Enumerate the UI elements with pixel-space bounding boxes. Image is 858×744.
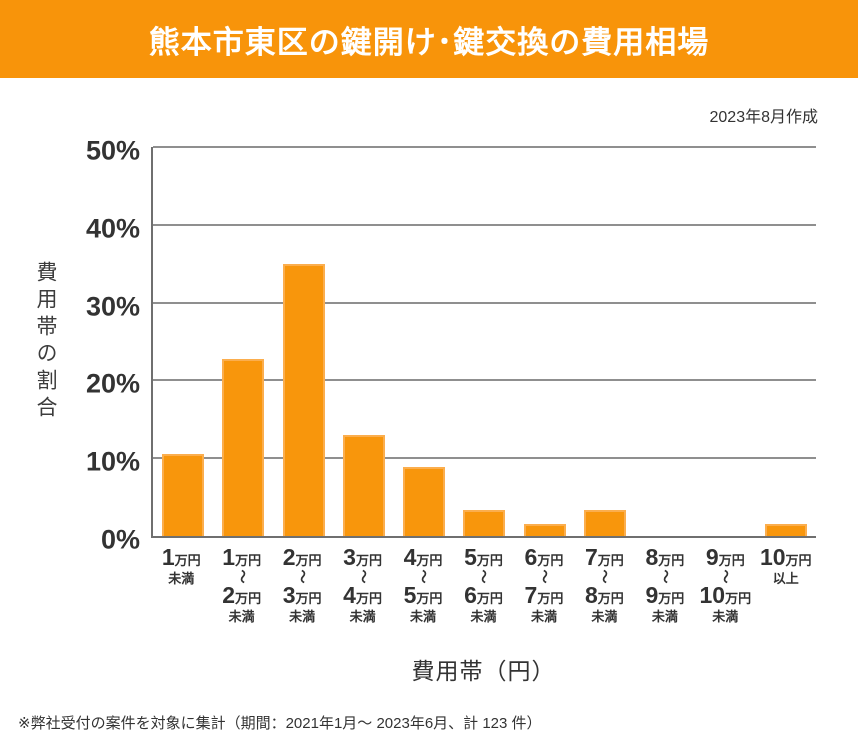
gridline-50 (153, 146, 816, 148)
bar-slot (334, 147, 394, 536)
y-tick-0: 0% (100, 524, 140, 555)
bar-slot (394, 147, 454, 536)
x-label-6-7man: 6万円 〜 7万円 未満 (524, 544, 564, 624)
x-label-9-10man: 9万円 〜 10万円 未満 (699, 544, 752, 624)
wave-dash: 〜 (475, 569, 492, 584)
bar-2-3man (282, 263, 325, 536)
gridline-40 (153, 223, 816, 226)
page-title: 熊本市東区の鍵開け･鍵交換の費用相場 (148, 24, 710, 60)
wave-dash: 〜 (234, 569, 251, 584)
bars-container (153, 147, 816, 536)
bar-3-4man (342, 434, 385, 536)
gridline-10 (153, 457, 816, 460)
gridline-30 (153, 301, 816, 304)
y-tick-10: 10% (85, 446, 140, 477)
y-tick-40: 40% (85, 213, 140, 244)
y-tick-50: 50% (85, 135, 140, 166)
bar-slot (274, 147, 334, 536)
bar-slot (695, 147, 755, 536)
bar-1-2man (222, 358, 265, 536)
wave-dash: 〜 (294, 569, 311, 584)
x-label-5-6man: 5万円 〜 6万円 未満 (464, 544, 503, 624)
bar-slot (635, 147, 695, 536)
header-banner: 熊本市東区の鍵開け･鍵交換の費用相場 (0, 0, 858, 78)
bar-over-10man (764, 523, 807, 536)
x-label-3-4man: 3万円 〜 4万円 未満 (343, 544, 382, 624)
x-label-1-2man: 1万円 〜 2万円 未満 (222, 544, 262, 624)
created-date-label: 2023年8月作成 (709, 109, 819, 126)
wave-dash: 〜 (717, 569, 734, 584)
x-label-7-8man: 7万円 〜 8万円 未満 (584, 544, 624, 624)
footnote: ※弊社受付の案件を対象に集計（期間：2021年1月～ 2023年6月、計 123… (18, 715, 542, 732)
y-tick-20: 20% (85, 368, 140, 399)
bar-slot (454, 147, 514, 536)
x-label-over-10man: 10万円 以上 (759, 544, 812, 586)
x-axis-title: 費用帯（円） (411, 658, 556, 684)
x-label-4-5man: 4万円 〜 5万円 未満 (403, 544, 443, 624)
x-label-8-9man: 8万円 〜 9万円 未満 (645, 544, 685, 624)
bar-4-5man (403, 466, 446, 536)
bar-slot (515, 147, 575, 536)
bar-7-8man (583, 510, 626, 536)
bar-6-7man (523, 523, 566, 536)
wave-dash: 〜 (415, 569, 432, 584)
bar-slot (213, 147, 273, 536)
x-label-under-1man: 1万円 未満 (161, 544, 201, 586)
wave-dash: 〜 (536, 569, 553, 584)
bar-slot (153, 147, 213, 536)
bar-5-6man (463, 510, 506, 536)
wave-dash: 〜 (657, 569, 674, 584)
y-axis-title: 費用帯の割合 (34, 261, 57, 423)
bar-slot (575, 147, 635, 536)
x-axis-labels: 1万円 未満 1万円 〜 2万円 未満 2万円 〜 3万円 未満 3万円 〜 4… (151, 546, 816, 624)
y-tick-30: 30% (85, 291, 140, 322)
x-label-2-3man: 2万円 〜 3万円 未満 (282, 544, 322, 624)
bar-under-1man (162, 453, 205, 536)
wave-dash: 〜 (596, 569, 613, 584)
gridline-20 (153, 379, 816, 382)
plot-area: 50% 40% 30% 20% 10% 0% (86, 136, 816, 555)
bar-slot (756, 147, 816, 536)
wave-dash: 〜 (355, 569, 372, 584)
